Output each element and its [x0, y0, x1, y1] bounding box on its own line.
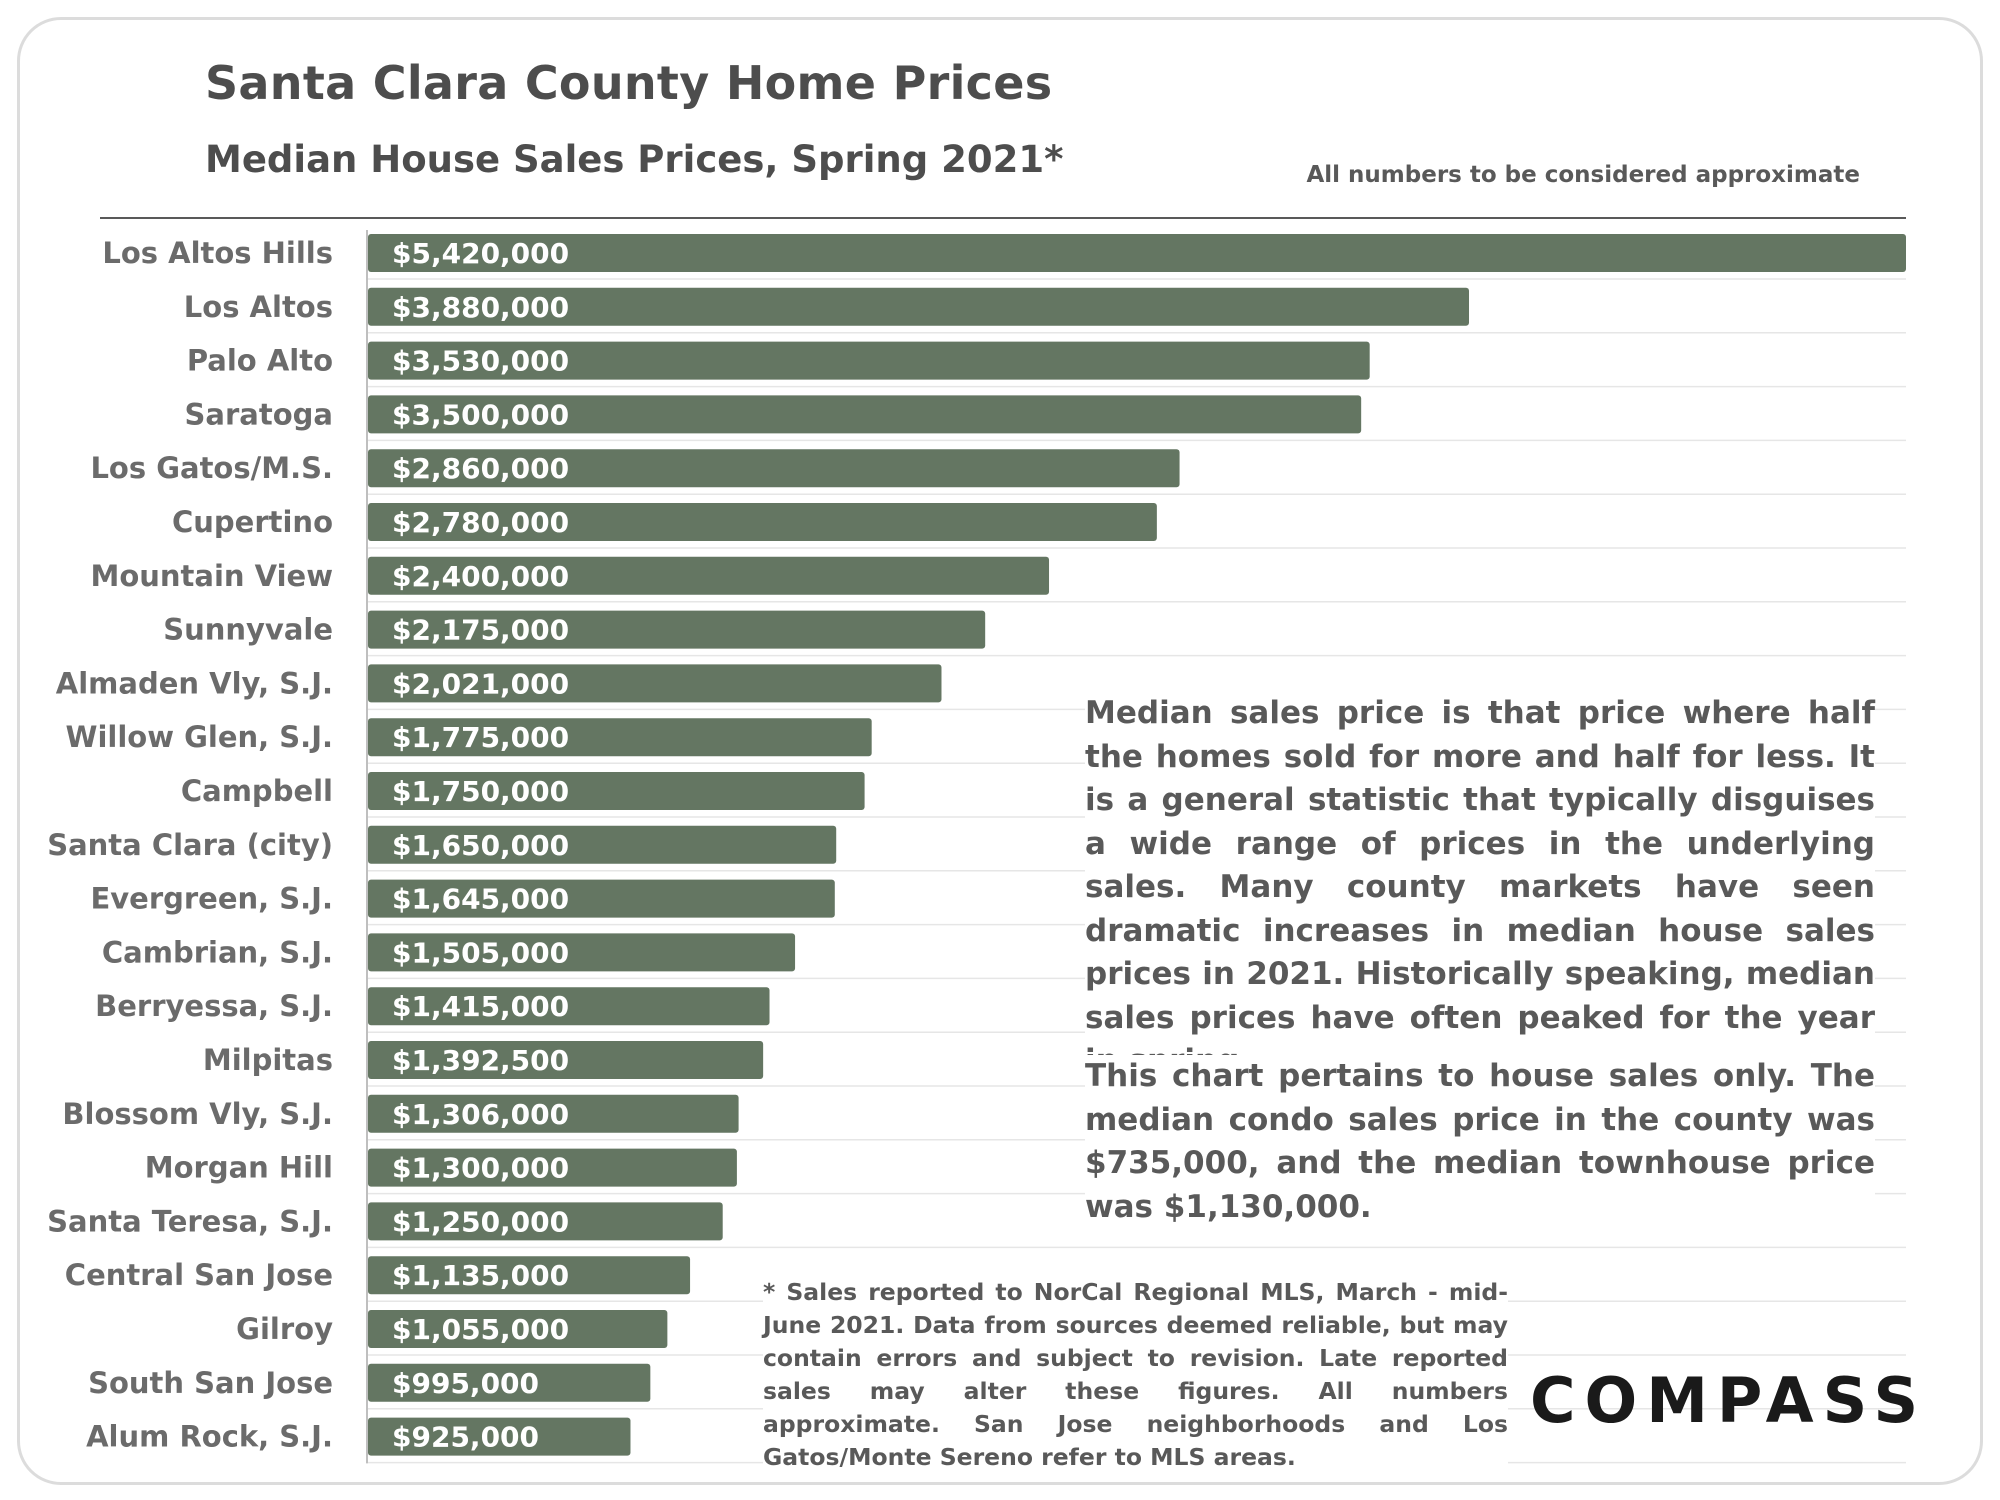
value-label: $1,750,000: [392, 775, 569, 808]
category-label: Willow Glen, S.J.: [66, 720, 334, 754]
header-divider: [100, 217, 1906, 219]
bar: [368, 287, 1470, 326]
value-label: $1,300,000: [392, 1152, 569, 1185]
value-label: $1,775,000: [392, 721, 569, 754]
category-label: Milpitas: [203, 1043, 333, 1077]
value-label: $1,415,000: [392, 990, 569, 1023]
value-label: $995,000: [392, 1367, 539, 1400]
value-label: $1,250,000: [392, 1205, 569, 1238]
bar: [368, 1041, 764, 1079]
value-label: $925,000: [392, 1421, 539, 1454]
value-label: $2,860,000: [392, 452, 569, 485]
compass-logo: COMPASS: [1530, 1364, 1928, 1437]
category-label: Los Altos Hills: [102, 236, 333, 270]
condo-townhouse-note: This chart pertains to house sales only.…: [1085, 1055, 1875, 1229]
category-label: Santa Clara (city): [47, 828, 333, 862]
value-label: $1,135,000: [392, 1259, 569, 1292]
source-footnote: * Sales reported to NorCal Regional MLS,…: [763, 1276, 1508, 1474]
chart-title: Santa Clara County Home Prices: [205, 56, 1053, 110]
bar: [368, 1094, 739, 1133]
category-label: Campbell: [181, 774, 333, 808]
value-label: $2,780,000: [392, 506, 569, 539]
median-explanation-note: Median sales price is that price where h…: [1085, 692, 1875, 1084]
value-label: $1,505,000: [392, 936, 569, 969]
bar: [368, 503, 1157, 541]
value-label: $1,650,000: [392, 829, 569, 862]
category-label: South San Jose: [88, 1366, 333, 1400]
chart-subtitle: Median House Sales Prices, Spring 2021*: [205, 138, 1064, 181]
bar: [368, 664, 942, 703]
category-label: Santa Teresa, S.J.: [47, 1204, 333, 1238]
value-label: $1,055,000: [392, 1313, 569, 1346]
value-label: $3,880,000: [392, 291, 569, 324]
bar: [368, 556, 1050, 595]
category-label: Cupertino: [172, 505, 333, 539]
bar: [368, 933, 796, 972]
category-label: Palo Alto: [187, 344, 333, 378]
category-label: Berryessa, S.J.: [95, 989, 333, 1023]
value-label: $2,021,000: [392, 667, 569, 700]
category-label: Sunnyvale: [163, 613, 333, 647]
approximate-note: All numbers to be considered approximate: [1306, 162, 1860, 188]
bar: [368, 395, 1362, 434]
bar: [368, 987, 770, 1026]
category-label: Cambrian, S.J.: [102, 935, 333, 969]
category-label: Evergreen, S.J.: [90, 882, 333, 916]
bar: [368, 1363, 651, 1402]
bar: [368, 772, 865, 810]
category-label: Central San Jose: [65, 1258, 333, 1292]
category-label: Los Altos: [184, 290, 333, 324]
category-label: Gilroy: [236, 1312, 333, 1346]
category-label: Blossom Vly, S.J.: [62, 1097, 333, 1131]
bar: [368, 449, 1180, 488]
bar: [368, 341, 1370, 380]
category-label: Mountain View: [90, 559, 333, 593]
value-label: $2,400,000: [392, 560, 569, 593]
category-label: Los Gatos/M.S.: [90, 451, 333, 485]
category-label: Alum Rock, S.J.: [86, 1420, 333, 1454]
category-label: Saratoga: [185, 397, 333, 431]
bar: [368, 1256, 691, 1295]
bar: [368, 718, 872, 757]
bar: [368, 610, 986, 649]
value-label: $1,306,000: [392, 1098, 569, 1131]
value-label: $2,175,000: [392, 614, 569, 647]
value-label: $1,645,000: [392, 883, 569, 916]
bar: [368, 825, 837, 864]
bar: [368, 1417, 631, 1456]
value-label: $1,392,500: [392, 1044, 569, 1077]
bar: [368, 1148, 737, 1187]
value-label: $5,420,000: [392, 237, 569, 270]
bar: [368, 879, 835, 918]
bar: [368, 1310, 668, 1348]
value-label: $3,500,000: [392, 398, 569, 431]
category-label: Almaden Vly, S.J.: [56, 666, 333, 700]
value-label: $3,530,000: [392, 345, 569, 378]
category-label: Morgan Hill: [145, 1151, 333, 1185]
bar: [368, 234, 1906, 272]
bar: [368, 1202, 723, 1241]
